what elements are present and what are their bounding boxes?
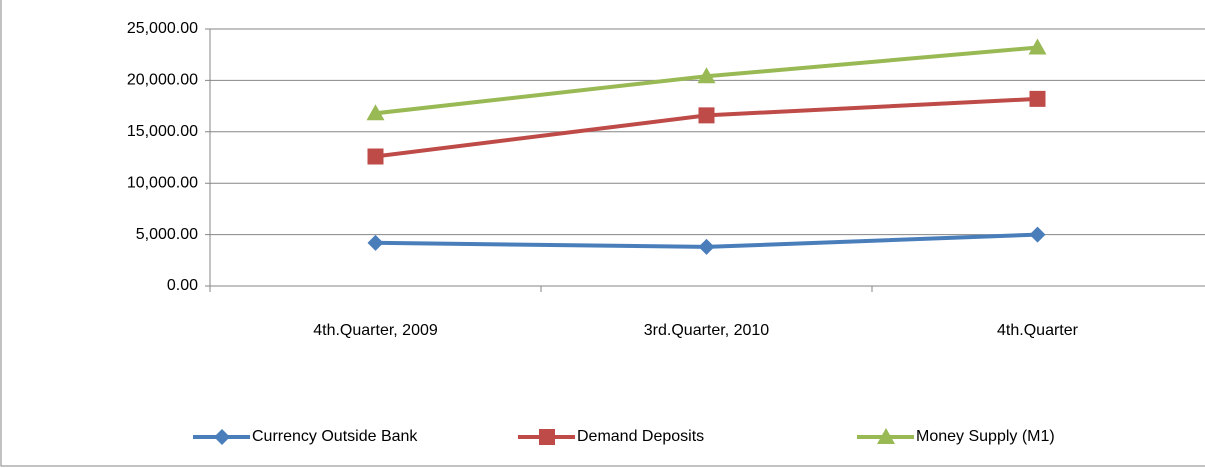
legend-label: Currency Outside Bank: [252, 428, 418, 445]
marker: [698, 107, 715, 124]
legend-marker: [877, 428, 895, 444]
marker: [1028, 38, 1047, 55]
y-tick-label: 25,000.00: [127, 20, 198, 37]
y-tick-label: 15,000.00: [127, 123, 198, 140]
x-tick-label: 4th.Quarter, 2009: [313, 322, 438, 339]
marker: [698, 238, 715, 255]
y-tick-label: 20,000.00: [127, 72, 198, 89]
y-tick-label: 0.00: [167, 277, 198, 294]
legend-label: Demand Deposits: [577, 428, 704, 445]
marker: [1029, 90, 1046, 107]
x-tick-label: 4th.Quarter: [997, 322, 1079, 339]
marker: [366, 104, 385, 121]
marker: [367, 148, 384, 165]
y-tick-label: 5,000.00: [136, 226, 198, 243]
x-tick-label: 3rd.Quarter, 2010: [644, 322, 770, 339]
legend-marker: [539, 429, 555, 445]
marker: [367, 234, 384, 251]
legend-label: Money Supply (M1): [916, 428, 1055, 445]
y-tick-label: 10,000.00: [127, 174, 198, 191]
marker: [697, 67, 716, 84]
legend-marker: [214, 429, 230, 445]
marker: [1029, 226, 1046, 243]
